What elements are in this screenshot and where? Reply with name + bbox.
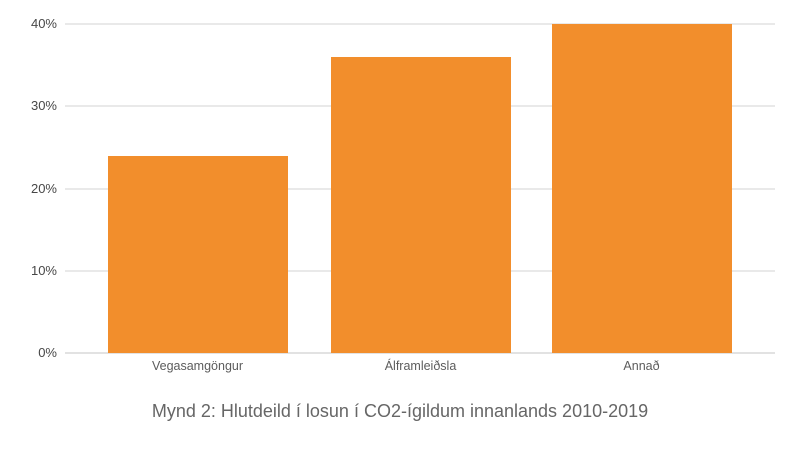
chart-title: Mynd 2: Hlutdeild í losun í CO2-ígildum … xyxy=(151,401,649,421)
gridline xyxy=(65,23,775,25)
y-tick-label: 20% xyxy=(30,180,57,196)
x-tick-label: Annað xyxy=(623,359,660,373)
y-tick-label: 0% xyxy=(38,345,57,360)
y-tick-label: 40% xyxy=(30,16,57,31)
y-tick-label: 10% xyxy=(30,262,57,278)
x-tick-label: Vegasamgöngur xyxy=(151,359,244,373)
x-tick-label: Álframleiðsla xyxy=(384,359,457,373)
x-axis-zero-line xyxy=(65,352,775,354)
bar-Vegasamgöngur xyxy=(107,155,288,353)
y-tick-label: 30% xyxy=(30,98,57,114)
bar-Annað xyxy=(551,24,732,353)
bar-Álframleiðsla xyxy=(330,56,511,353)
